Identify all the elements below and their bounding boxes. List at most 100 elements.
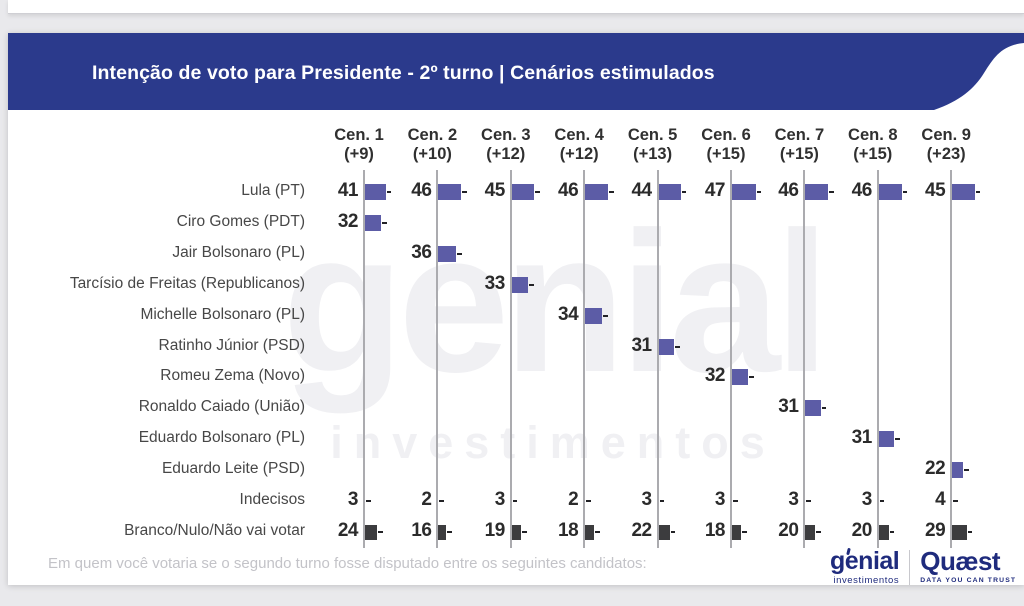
value-label: 47 [704,180,726,201]
scenario-margin: (+12) [559,145,599,163]
column-header: Cen. 4 (+12) [534,126,624,164]
value-label: 31 [778,396,799,418]
scenario-label: Cen. 4 [554,126,604,144]
column-header: Cen. 3 (+12) [461,126,551,164]
row-label: Branco/Nulo/Não vai votar [124,522,305,539]
interval-tick [895,438,900,441]
bar [585,524,595,540]
value-label: 44 [631,180,652,201]
interval-tick [659,500,665,503]
scenario-baseline [509,170,512,548]
interval-tick [681,191,687,193]
bar [952,184,975,200]
scenario-margin: (+12) [486,145,526,163]
value-label: 18 [704,520,726,541]
bar [585,184,609,200]
genial-wordmark: genial [830,547,900,575]
interval-tick [953,500,958,503]
value-label: 32 [704,365,726,387]
interval-tick [889,531,895,533]
interval-tick [522,531,527,533]
value-label: 45 [484,180,506,201]
scenario-baseline [950,170,953,548]
value-label: 3 [347,489,359,511]
interval-tick [829,191,834,193]
bar [585,307,603,324]
header-band-shape [8,33,1024,110]
bar [732,369,748,386]
bar [878,431,895,448]
scenario-baseline [656,170,659,548]
row-label: Ciro Gomes (PDT) [176,212,305,230]
bar [658,184,681,200]
row-label: Eduardo Leite (PSD) [161,460,305,478]
bar [511,184,535,200]
interval-tick [967,531,973,533]
scenario-baseline [730,170,732,548]
scenario-margin: (+15) [853,145,893,163]
value-label: 46 [851,180,873,201]
interval-tick [457,252,462,255]
row-label: Romeu Zema (Novo) [160,367,305,385]
scenario-margin: (+9) [344,145,374,163]
column-header: Cen. 9 (+23) [901,126,991,164]
value-label: 46 [778,180,799,201]
bar [438,184,462,200]
value-label: 33 [484,272,506,294]
interval-tick [386,191,391,193]
interval-tick [586,500,591,503]
interval-tick [821,407,827,410]
interval-tick [964,469,969,472]
interval-tick [742,531,747,533]
value-label: 46 [558,180,579,201]
logo-separator [909,550,911,585]
scenario-baseline [363,170,365,548]
row-label: Michelle Bolsonaro (PL) [140,305,305,323]
value-label: 18 [558,520,579,541]
column-header: Cen. 6 (+15) [681,126,771,164]
row-label: Ronaldo Caiado (União) [138,398,305,416]
bar [878,524,889,540]
value-label: 46 [411,180,432,201]
column-header: Cen. 8 (+15) [828,126,918,164]
watermark: genial investimentos [248,203,858,469]
value-label: 31 [631,334,652,356]
value-label: 34 [558,303,579,325]
value-label: 3 [861,489,873,511]
slide: Intenção de voto para Presidente - 2º tu… [8,33,1024,585]
interval-tick [595,531,600,533]
interval-tick [675,345,680,348]
previous-slide-edge [8,0,1024,14]
value-label: 32 [337,210,359,232]
value-label: 2 [421,489,432,511]
bar [511,276,529,293]
scenario-label: Cen. 2 [407,126,458,144]
bar [805,400,821,417]
value-label: 16 [411,520,432,541]
bar [658,524,670,540]
interval-tick [816,531,821,533]
interval-tick [975,191,981,193]
row-label: Ratinho Júnior (PSD) [158,336,305,354]
quaest-logo: Quæst DATA YOU CAN TRUST [910,546,1016,584]
value-label: 22 [631,520,652,541]
scenario-baseline [876,170,879,548]
row-label: Jair Bolsonaro (PL) [172,243,305,261]
scenario-baseline [583,170,586,548]
row-label: Tarcísio de Freitas (Republicanos) [69,274,305,292]
value-label: 24 [337,520,359,541]
value-label: 19 [484,520,506,541]
scenario-label: Cen. 3 [481,126,531,144]
bar [952,524,967,540]
scenario-margin: (+10) [412,145,452,163]
scenario-margin: (+13) [633,145,673,163]
value-label: 36 [411,241,432,263]
quaest-wordmark: Quæst [920,546,1001,576]
interval-tick [603,314,608,317]
value-label: 29 [925,520,946,541]
scenario-baseline [436,170,439,548]
scenario-label: Cen. 7 [774,126,825,144]
bar [732,184,756,200]
value-label: 20 [778,520,799,541]
value-label: 45 [925,180,946,201]
